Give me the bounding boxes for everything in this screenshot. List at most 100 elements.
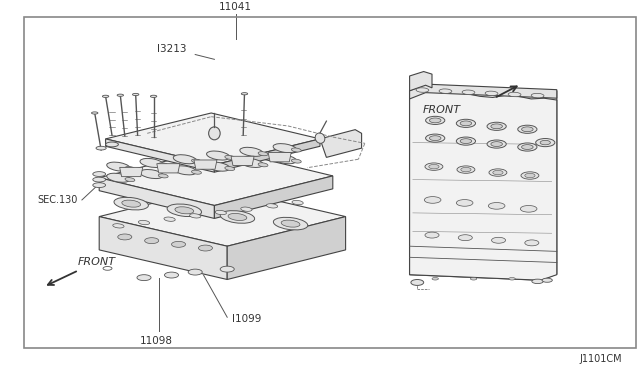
Ellipse shape (122, 200, 141, 207)
Ellipse shape (114, 197, 148, 210)
Ellipse shape (158, 174, 168, 178)
Ellipse shape (240, 147, 263, 156)
Polygon shape (268, 153, 291, 162)
Ellipse shape (520, 205, 537, 212)
Ellipse shape (292, 201, 303, 205)
Ellipse shape (487, 122, 506, 130)
Text: 11098: 11098 (140, 336, 173, 346)
Polygon shape (227, 217, 346, 279)
Ellipse shape (191, 170, 202, 174)
Polygon shape (410, 84, 557, 99)
Ellipse shape (106, 142, 118, 147)
Ellipse shape (522, 127, 533, 132)
Polygon shape (99, 187, 346, 246)
Ellipse shape (460, 121, 472, 126)
Polygon shape (320, 129, 362, 157)
Ellipse shape (291, 159, 301, 163)
Ellipse shape (425, 163, 443, 170)
Ellipse shape (138, 220, 150, 225)
Ellipse shape (241, 93, 248, 95)
Polygon shape (157, 164, 180, 173)
Ellipse shape (145, 238, 159, 244)
Bar (24, 17, 636, 348)
Ellipse shape (425, 232, 439, 238)
Polygon shape (410, 87, 557, 280)
Ellipse shape (173, 166, 196, 175)
Ellipse shape (488, 202, 505, 209)
Polygon shape (120, 167, 143, 177)
Ellipse shape (424, 197, 441, 203)
Ellipse shape (291, 148, 301, 152)
Ellipse shape (215, 211, 227, 215)
Ellipse shape (150, 95, 157, 97)
Polygon shape (106, 113, 320, 165)
Ellipse shape (164, 272, 179, 278)
Ellipse shape (518, 143, 537, 151)
Ellipse shape (240, 158, 263, 167)
Ellipse shape (429, 164, 439, 169)
Ellipse shape (191, 159, 202, 163)
Ellipse shape (189, 214, 201, 218)
Ellipse shape (107, 162, 130, 171)
Ellipse shape (487, 140, 506, 148)
Ellipse shape (315, 133, 325, 143)
Ellipse shape (461, 167, 471, 172)
Ellipse shape (525, 240, 539, 246)
Ellipse shape (509, 278, 515, 280)
Ellipse shape (158, 163, 168, 167)
Polygon shape (214, 139, 320, 172)
Ellipse shape (508, 92, 521, 97)
Ellipse shape (493, 170, 503, 175)
Ellipse shape (241, 207, 252, 211)
Ellipse shape (228, 214, 247, 221)
Ellipse shape (456, 199, 473, 206)
Polygon shape (214, 176, 333, 218)
Text: 11041: 11041 (219, 2, 252, 12)
Ellipse shape (273, 217, 308, 230)
Ellipse shape (132, 93, 139, 96)
Ellipse shape (175, 207, 194, 214)
Ellipse shape (521, 172, 539, 179)
Ellipse shape (532, 279, 543, 283)
Polygon shape (99, 217, 227, 279)
Ellipse shape (542, 278, 552, 282)
Ellipse shape (93, 171, 106, 176)
Ellipse shape (258, 152, 268, 156)
Ellipse shape (220, 266, 234, 272)
Ellipse shape (107, 173, 130, 182)
Ellipse shape (198, 245, 212, 251)
Ellipse shape (92, 112, 98, 114)
Ellipse shape (273, 155, 296, 164)
Ellipse shape (117, 94, 124, 96)
Ellipse shape (426, 134, 445, 142)
Ellipse shape (416, 88, 429, 92)
Text: FRONT: FRONT (78, 257, 116, 267)
Ellipse shape (125, 177, 135, 182)
Ellipse shape (518, 125, 537, 133)
Ellipse shape (456, 137, 476, 145)
Ellipse shape (531, 93, 544, 98)
Ellipse shape (273, 144, 296, 153)
Ellipse shape (439, 89, 452, 93)
Ellipse shape (220, 211, 255, 223)
Ellipse shape (492, 237, 506, 243)
Ellipse shape (432, 278, 438, 280)
Polygon shape (99, 178, 214, 218)
Ellipse shape (540, 140, 550, 145)
Ellipse shape (140, 158, 163, 167)
Polygon shape (410, 85, 557, 280)
Ellipse shape (96, 146, 106, 150)
Ellipse shape (485, 91, 498, 96)
Ellipse shape (429, 118, 441, 123)
Ellipse shape (188, 269, 202, 275)
Ellipse shape (462, 90, 475, 94)
Ellipse shape (137, 275, 151, 280)
Ellipse shape (225, 155, 235, 159)
Ellipse shape (266, 204, 278, 208)
Text: J1101CM: J1101CM (579, 354, 622, 364)
Ellipse shape (118, 234, 132, 240)
Ellipse shape (281, 220, 300, 227)
Polygon shape (231, 156, 254, 166)
Ellipse shape (470, 278, 477, 280)
Ellipse shape (93, 177, 106, 182)
